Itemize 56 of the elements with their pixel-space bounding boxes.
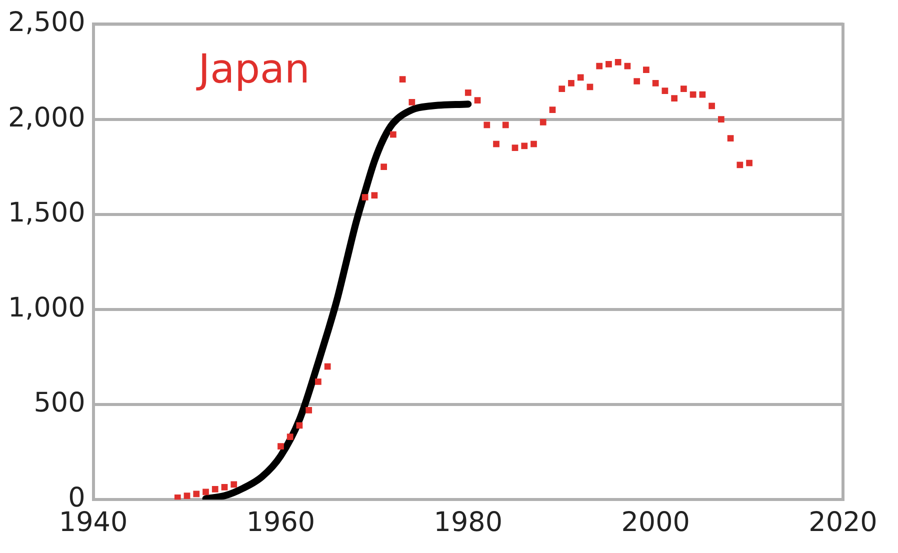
point (324, 363, 331, 370)
point (484, 122, 490, 128)
y-tick-label: 2,500 (8, 7, 86, 38)
point (380, 164, 387, 170)
point (596, 62, 603, 70)
point (680, 86, 687, 92)
point (606, 60, 612, 68)
point (174, 494, 181, 500)
point (408, 98, 416, 106)
point (736, 162, 744, 168)
point (652, 80, 659, 86)
point (727, 135, 734, 142)
y-tick-label: 2,000 (8, 102, 86, 134)
point (634, 78, 640, 84)
point (521, 142, 528, 150)
point (371, 192, 378, 199)
point (568, 80, 574, 86)
point (212, 486, 218, 492)
point (315, 378, 322, 385)
point (512, 144, 518, 151)
point (362, 194, 368, 200)
point (286, 434, 294, 440)
point (577, 74, 584, 81)
point (540, 118, 546, 126)
point (202, 488, 209, 496)
point (184, 492, 190, 499)
point (718, 116, 724, 122)
point (530, 140, 537, 148)
point (746, 160, 752, 166)
point (671, 95, 678, 102)
y-tick-label: 500 (34, 388, 86, 419)
x-tick-label: 1980 (434, 506, 503, 538)
point (662, 88, 668, 94)
x-tick-label: 2020 (808, 506, 878, 538)
point (502, 122, 509, 128)
point (708, 102, 715, 110)
point (643, 66, 650, 74)
y-tick-label: 1,500 (8, 197, 86, 228)
point (558, 86, 566, 92)
y-tick-label: 1,000 (8, 292, 86, 324)
point (390, 131, 396, 138)
point (699, 91, 706, 98)
annotation: Japan (195, 46, 310, 93)
point (306, 407, 312, 414)
x-tick-label: 2000 (621, 506, 690, 538)
point (193, 490, 200, 498)
point (493, 140, 500, 148)
point (278, 443, 284, 450)
point (614, 59, 622, 66)
point (474, 97, 481, 104)
point (399, 76, 406, 83)
point (549, 106, 556, 113)
point (464, 89, 472, 96)
point (221, 484, 228, 490)
x-tick-label: 1960 (246, 506, 316, 538)
point (230, 481, 238, 488)
